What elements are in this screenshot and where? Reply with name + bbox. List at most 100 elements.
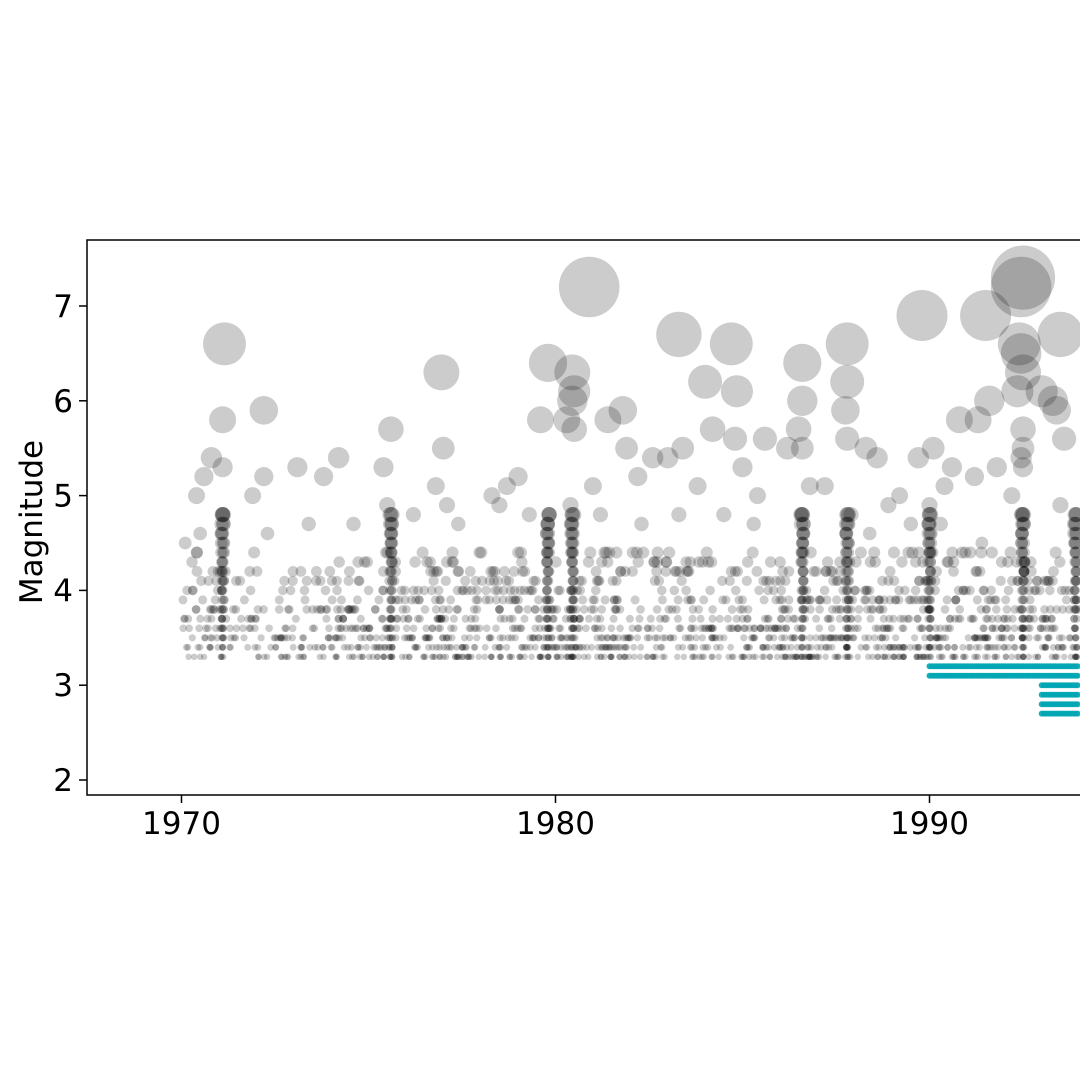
event-point <box>693 556 705 568</box>
event-point <box>699 416 726 443</box>
event-point <box>868 605 878 614</box>
event-point <box>619 634 628 642</box>
event-point <box>405 506 421 523</box>
event-point <box>462 585 473 596</box>
event-point <box>1066 634 1074 642</box>
event-point <box>930 575 941 587</box>
event-point <box>1031 575 1042 587</box>
event-point <box>854 436 878 460</box>
event-point <box>727 643 734 651</box>
event-point <box>921 653 928 660</box>
event-point <box>1014 506 1030 523</box>
event-point <box>282 624 291 633</box>
event-point <box>597 605 606 614</box>
event-point <box>354 575 365 587</box>
event-point <box>458 643 466 651</box>
event-point <box>316 653 324 660</box>
event-point <box>491 643 499 651</box>
event-point <box>218 624 226 633</box>
event-point <box>924 556 937 568</box>
event-point <box>889 643 897 651</box>
event-point <box>972 643 980 651</box>
event-point <box>988 614 997 623</box>
event-point <box>430 595 440 605</box>
event-point <box>540 516 556 532</box>
event-point <box>717 575 728 587</box>
event-point <box>1051 653 1059 660</box>
event-point <box>984 653 991 660</box>
event-point <box>448 634 456 642</box>
event-point <box>779 653 786 660</box>
event-point <box>381 546 394 559</box>
event-point <box>810 566 822 577</box>
event-point <box>585 653 592 660</box>
event-point <box>981 653 989 660</box>
event-point <box>650 653 657 660</box>
event-point <box>936 643 943 651</box>
event-point <box>872 643 880 651</box>
event-point <box>846 634 854 642</box>
event-point <box>660 556 673 568</box>
event-point <box>245 585 256 596</box>
event-point <box>1016 546 1028 559</box>
event-point <box>964 546 977 559</box>
event-point <box>370 643 378 651</box>
event-point <box>997 634 1006 642</box>
event-point <box>206 643 214 651</box>
event-point <box>352 556 364 568</box>
event-point <box>931 566 942 577</box>
event-point <box>826 634 834 642</box>
event-point <box>475 624 484 633</box>
event-point <box>201 634 209 642</box>
event-point <box>569 614 578 623</box>
event-point <box>549 614 557 623</box>
event-point <box>436 653 443 660</box>
x-tick-label: 1970 <box>142 806 221 842</box>
event-point <box>607 653 614 660</box>
event-point <box>1019 643 1026 651</box>
event-point <box>564 653 571 660</box>
event-point <box>798 575 809 587</box>
event-point <box>1011 556 1023 568</box>
event-point <box>825 634 833 642</box>
event-point <box>437 614 446 623</box>
event-point <box>951 653 958 660</box>
event-point <box>774 653 781 660</box>
event-point <box>1068 536 1080 550</box>
event-point <box>213 634 221 642</box>
event-point <box>724 575 735 587</box>
event-point <box>660 566 672 577</box>
event-point <box>196 643 204 651</box>
event-point <box>936 624 944 633</box>
event-point <box>572 585 582 596</box>
event-point <box>456 653 463 660</box>
event-point <box>976 634 984 642</box>
event-point <box>603 634 611 642</box>
event-point <box>449 614 458 623</box>
event-point <box>613 595 622 605</box>
event-point <box>535 634 543 642</box>
event-point <box>834 605 844 614</box>
event-point <box>182 585 192 596</box>
event-point <box>510 595 520 605</box>
event-point <box>408 585 419 596</box>
event-point <box>466 634 474 642</box>
event-point <box>635 614 644 623</box>
event-point <box>843 634 851 642</box>
event-point <box>386 556 398 568</box>
event-point <box>215 526 230 541</box>
event-point <box>853 614 862 623</box>
event-point <box>895 643 903 651</box>
event-point <box>576 614 584 623</box>
event-point <box>508 653 516 660</box>
event-point <box>216 516 231 532</box>
event-point <box>806 595 815 605</box>
event-point <box>847 624 856 633</box>
event-point <box>255 653 262 660</box>
event-point <box>988 624 997 633</box>
event-point <box>890 643 898 651</box>
event-point <box>1070 546 1080 559</box>
event-point <box>793 506 809 523</box>
event-point <box>622 643 629 651</box>
event-point <box>1029 585 1040 596</box>
